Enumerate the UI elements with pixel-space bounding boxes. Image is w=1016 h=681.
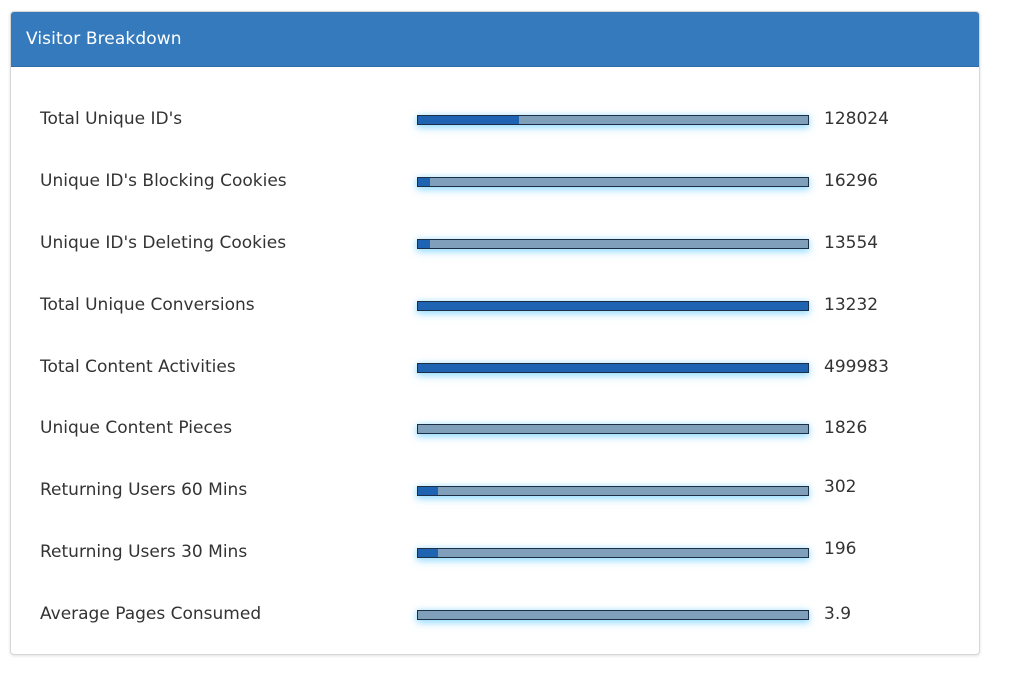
- stat-value: 13232: [824, 295, 879, 315]
- stat-value: 128024: [824, 109, 889, 129]
- stat-label: Total Unique Conversions: [40, 295, 255, 315]
- progress-bar-fill: [418, 178, 430, 186]
- stat-row-returning-60: Returning Users 60 Mins 302: [11, 476, 979, 506]
- stat-row-blocking-cookies: Unique ID's Blocking Cookies 16296: [11, 167, 979, 197]
- progress-bar-fill: [418, 302, 808, 310]
- stat-value: 196: [824, 539, 857, 559]
- stat-value: 16296: [824, 171, 879, 191]
- panel-header: Visitor Breakdown: [11, 12, 979, 67]
- progress-bar: [417, 115, 809, 125]
- stat-label: Unique ID's Blocking Cookies: [40, 171, 287, 191]
- stat-row-total-unique-ids: Total Unique ID's 128024: [11, 105, 979, 135]
- progress-bar: [417, 301, 809, 311]
- progress-bar: [417, 239, 809, 249]
- progress-bar: [417, 177, 809, 187]
- progress-bar: [417, 424, 809, 434]
- progress-bar-fill: [418, 240, 430, 248]
- stat-row-deleting-cookies: Unique ID's Deleting Cookies 13554: [11, 229, 979, 259]
- stat-value: 1826: [824, 418, 868, 438]
- panel-title: Visitor Breakdown: [26, 29, 182, 49]
- progress-bar: [417, 486, 809, 496]
- stat-value: 3.9: [824, 604, 852, 624]
- stat-row-content-pieces: Unique Content Pieces 1826: [11, 414, 979, 444]
- stat-label: Total Unique ID's: [40, 109, 183, 129]
- stat-label: Average Pages Consumed: [40, 604, 262, 624]
- stat-value: 302: [824, 477, 857, 497]
- progress-bar-fill: [418, 364, 808, 372]
- stat-label: Returning Users 30 Mins: [40, 542, 248, 562]
- progress-bar: [417, 363, 809, 373]
- progress-bar-fill: [418, 487, 438, 495]
- stat-label: Total Content Activities: [40, 357, 236, 377]
- stat-row-returning-30: Returning Users 30 Mins 196: [11, 538, 979, 568]
- stat-label: Unique Content Pieces: [40, 418, 233, 438]
- stat-value: 499983: [824, 357, 889, 377]
- visitor-breakdown-panel: Visitor Breakdown Total Unique ID's 1280…: [10, 11, 980, 655]
- progress-bar: [417, 548, 809, 558]
- stat-label: Unique ID's Deleting Cookies: [40, 233, 287, 253]
- stat-value: 13554: [824, 233, 879, 253]
- progress-bar: [417, 610, 809, 620]
- stat-row-average-pages: Average Pages Consumed 3.9: [11, 600, 979, 630]
- stat-row-unique-conversions: Total Unique Conversions 13232: [11, 291, 979, 321]
- stat-row-content-activities: Total Content Activities 499983: [11, 353, 979, 383]
- progress-bar-fill: [418, 549, 438, 557]
- stat-label: Returning Users 60 Mins: [40, 480, 248, 500]
- progress-bar-fill: [418, 116, 520, 124]
